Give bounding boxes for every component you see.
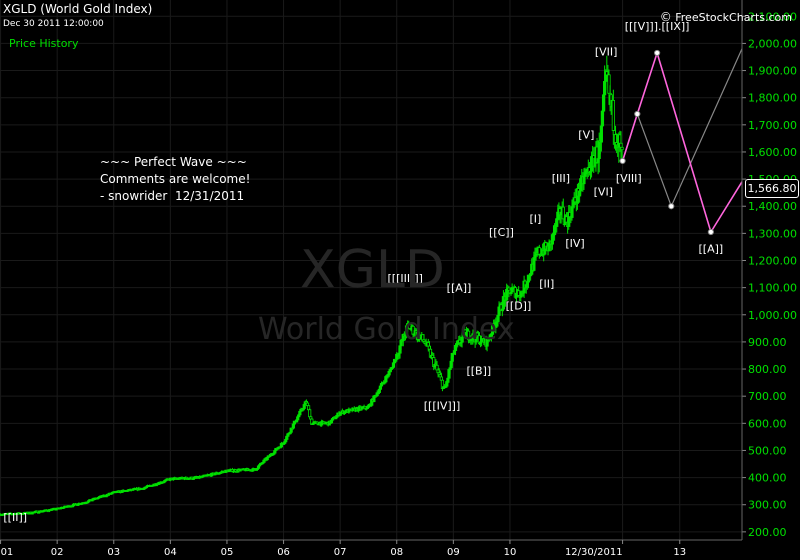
wave-label: [[D]] <box>506 299 532 312</box>
candle-body <box>291 423 295 429</box>
projection-node <box>654 49 661 57</box>
x-tick-label: 12/30/2011 <box>565 547 623 558</box>
y-tick-label: 600.00 <box>748 417 787 430</box>
y-tick-label: 1,000.00 <box>748 309 797 322</box>
candlestick-series <box>0 55 624 517</box>
comment-line-3: - snowrider 12/31/2011 <box>100 189 245 203</box>
y-tick-label: 1,400.00 <box>748 200 797 213</box>
projection-main-line <box>621 50 743 234</box>
candle <box>620 146 624 160</box>
x-tick-label: 01 <box>1 547 14 558</box>
wave-label: [[[III]]] <box>387 272 422 285</box>
wave-label: [I] <box>530 213 542 226</box>
watermark-symbol: XGLD <box>300 240 445 300</box>
candle-body <box>611 99 615 131</box>
y-tick-label: 1,800.00 <box>748 92 797 105</box>
y-tick-label: 900.00 <box>748 336 787 349</box>
y-tick-label: 1,700.00 <box>748 119 797 132</box>
wave-label: [[[IV]]] <box>424 400 461 413</box>
candle-body <box>302 404 306 409</box>
x-tick-label: 06 <box>277 547 290 558</box>
y-tick-label: 1,900.00 <box>748 65 797 78</box>
y-tick-label: 2,000.00 <box>748 37 797 50</box>
projection-node <box>707 228 714 236</box>
y-tick-label: 300.00 <box>748 499 787 512</box>
y-axis: 200.00 300.00 400.00 500.00 600.00 700.00 800.… <box>741 0 797 540</box>
projection-lines <box>619 48 743 236</box>
y-tick-label: 800.00 <box>748 363 787 376</box>
wave-labels: [[II]] [[[III]]] [[[IV]]] [[A]] [[B]] [[C]] [[… <box>3 20 723 524</box>
x-tick-label: 03 <box>107 547 120 558</box>
x-tick-label: 04 <box>164 547 177 558</box>
wave-label: [VII] <box>595 46 618 59</box>
chart-datetime: Dec 30 2011 12:00:00 <box>3 19 104 29</box>
y-tick-label: 200.00 <box>748 526 787 539</box>
candle-body <box>387 370 391 376</box>
x-tick-label: 09 <box>447 547 460 558</box>
candle <box>440 379 445 392</box>
wave-label: [[[V]]].[[IX]] <box>625 20 690 33</box>
candle-body <box>378 385 383 390</box>
candle-body <box>298 410 302 416</box>
x-tick-label: 10 <box>504 547 517 558</box>
wave-label: [VI] <box>594 185 613 198</box>
chart-title: XGLD (World Gold Index) <box>3 2 153 16</box>
wave-label: [VIII] <box>616 172 642 185</box>
y-tick-label: 1,600.00 <box>748 146 797 159</box>
brand-link[interactable]: © FreeStockCharts.com <box>660 10 792 24</box>
watermark-name: World Gold Index <box>258 312 515 347</box>
y-tick-label: 1,300.00 <box>748 227 797 240</box>
wave-label: [V] <box>578 128 594 141</box>
comment-annotation: ~~~ Perfect Wave ~~~ Comments are welcom… <box>100 154 250 205</box>
x-tick-label: 13 <box>673 547 686 558</box>
candle-body <box>599 125 603 143</box>
wave-label: [IV] <box>565 237 584 250</box>
x-tick-label: 05 <box>221 547 234 558</box>
copyright-icon: © <box>659 10 672 24</box>
x-axis: 01 02 03 04 05 06 07 08 09 10 12/30/2011 13 <box>0 539 742 558</box>
wave-label: [III] <box>552 172 570 185</box>
wave-label: [II] <box>539 278 554 291</box>
projection-node <box>619 157 626 165</box>
projection-node <box>634 110 641 118</box>
y-tick-label: 1,200.00 <box>748 255 797 268</box>
projection-node <box>668 203 675 210</box>
candle-body <box>296 416 300 421</box>
x-tick-label: 02 <box>51 547 64 558</box>
brand-text: FreeStockCharts.com <box>675 11 792 24</box>
last-price-box: 1,566.80 <box>745 179 799 198</box>
wave-label: [[A]] <box>447 282 472 295</box>
y-tick-label: 500.00 <box>748 444 787 457</box>
y-tick-label: 700.00 <box>748 390 787 403</box>
wave-label: [[A]] <box>699 242 724 255</box>
x-tick-label: 08 <box>390 547 403 558</box>
comment-line-2: Comments are welcome! <box>100 172 251 186</box>
x-tick-label: 07 <box>334 547 347 558</box>
wave-label: [[B]] <box>466 364 491 377</box>
candle-body <box>619 142 623 148</box>
wave-label: [[II]] <box>3 511 27 524</box>
y-tick-label: 400.00 <box>748 472 787 485</box>
chart-grid <box>0 0 742 540</box>
comment-line-1: ~~~ Perfect Wave ~~~ <box>100 155 247 169</box>
legend-price-history[interactable]: Price History <box>9 37 79 50</box>
candle <box>308 408 312 418</box>
y-tick-label: 1,100.00 <box>748 282 797 295</box>
y-tick-label: 2,100.00 <box>748 10 797 23</box>
wave-label: [[C]] <box>489 226 514 239</box>
candle-body <box>620 146 624 151</box>
